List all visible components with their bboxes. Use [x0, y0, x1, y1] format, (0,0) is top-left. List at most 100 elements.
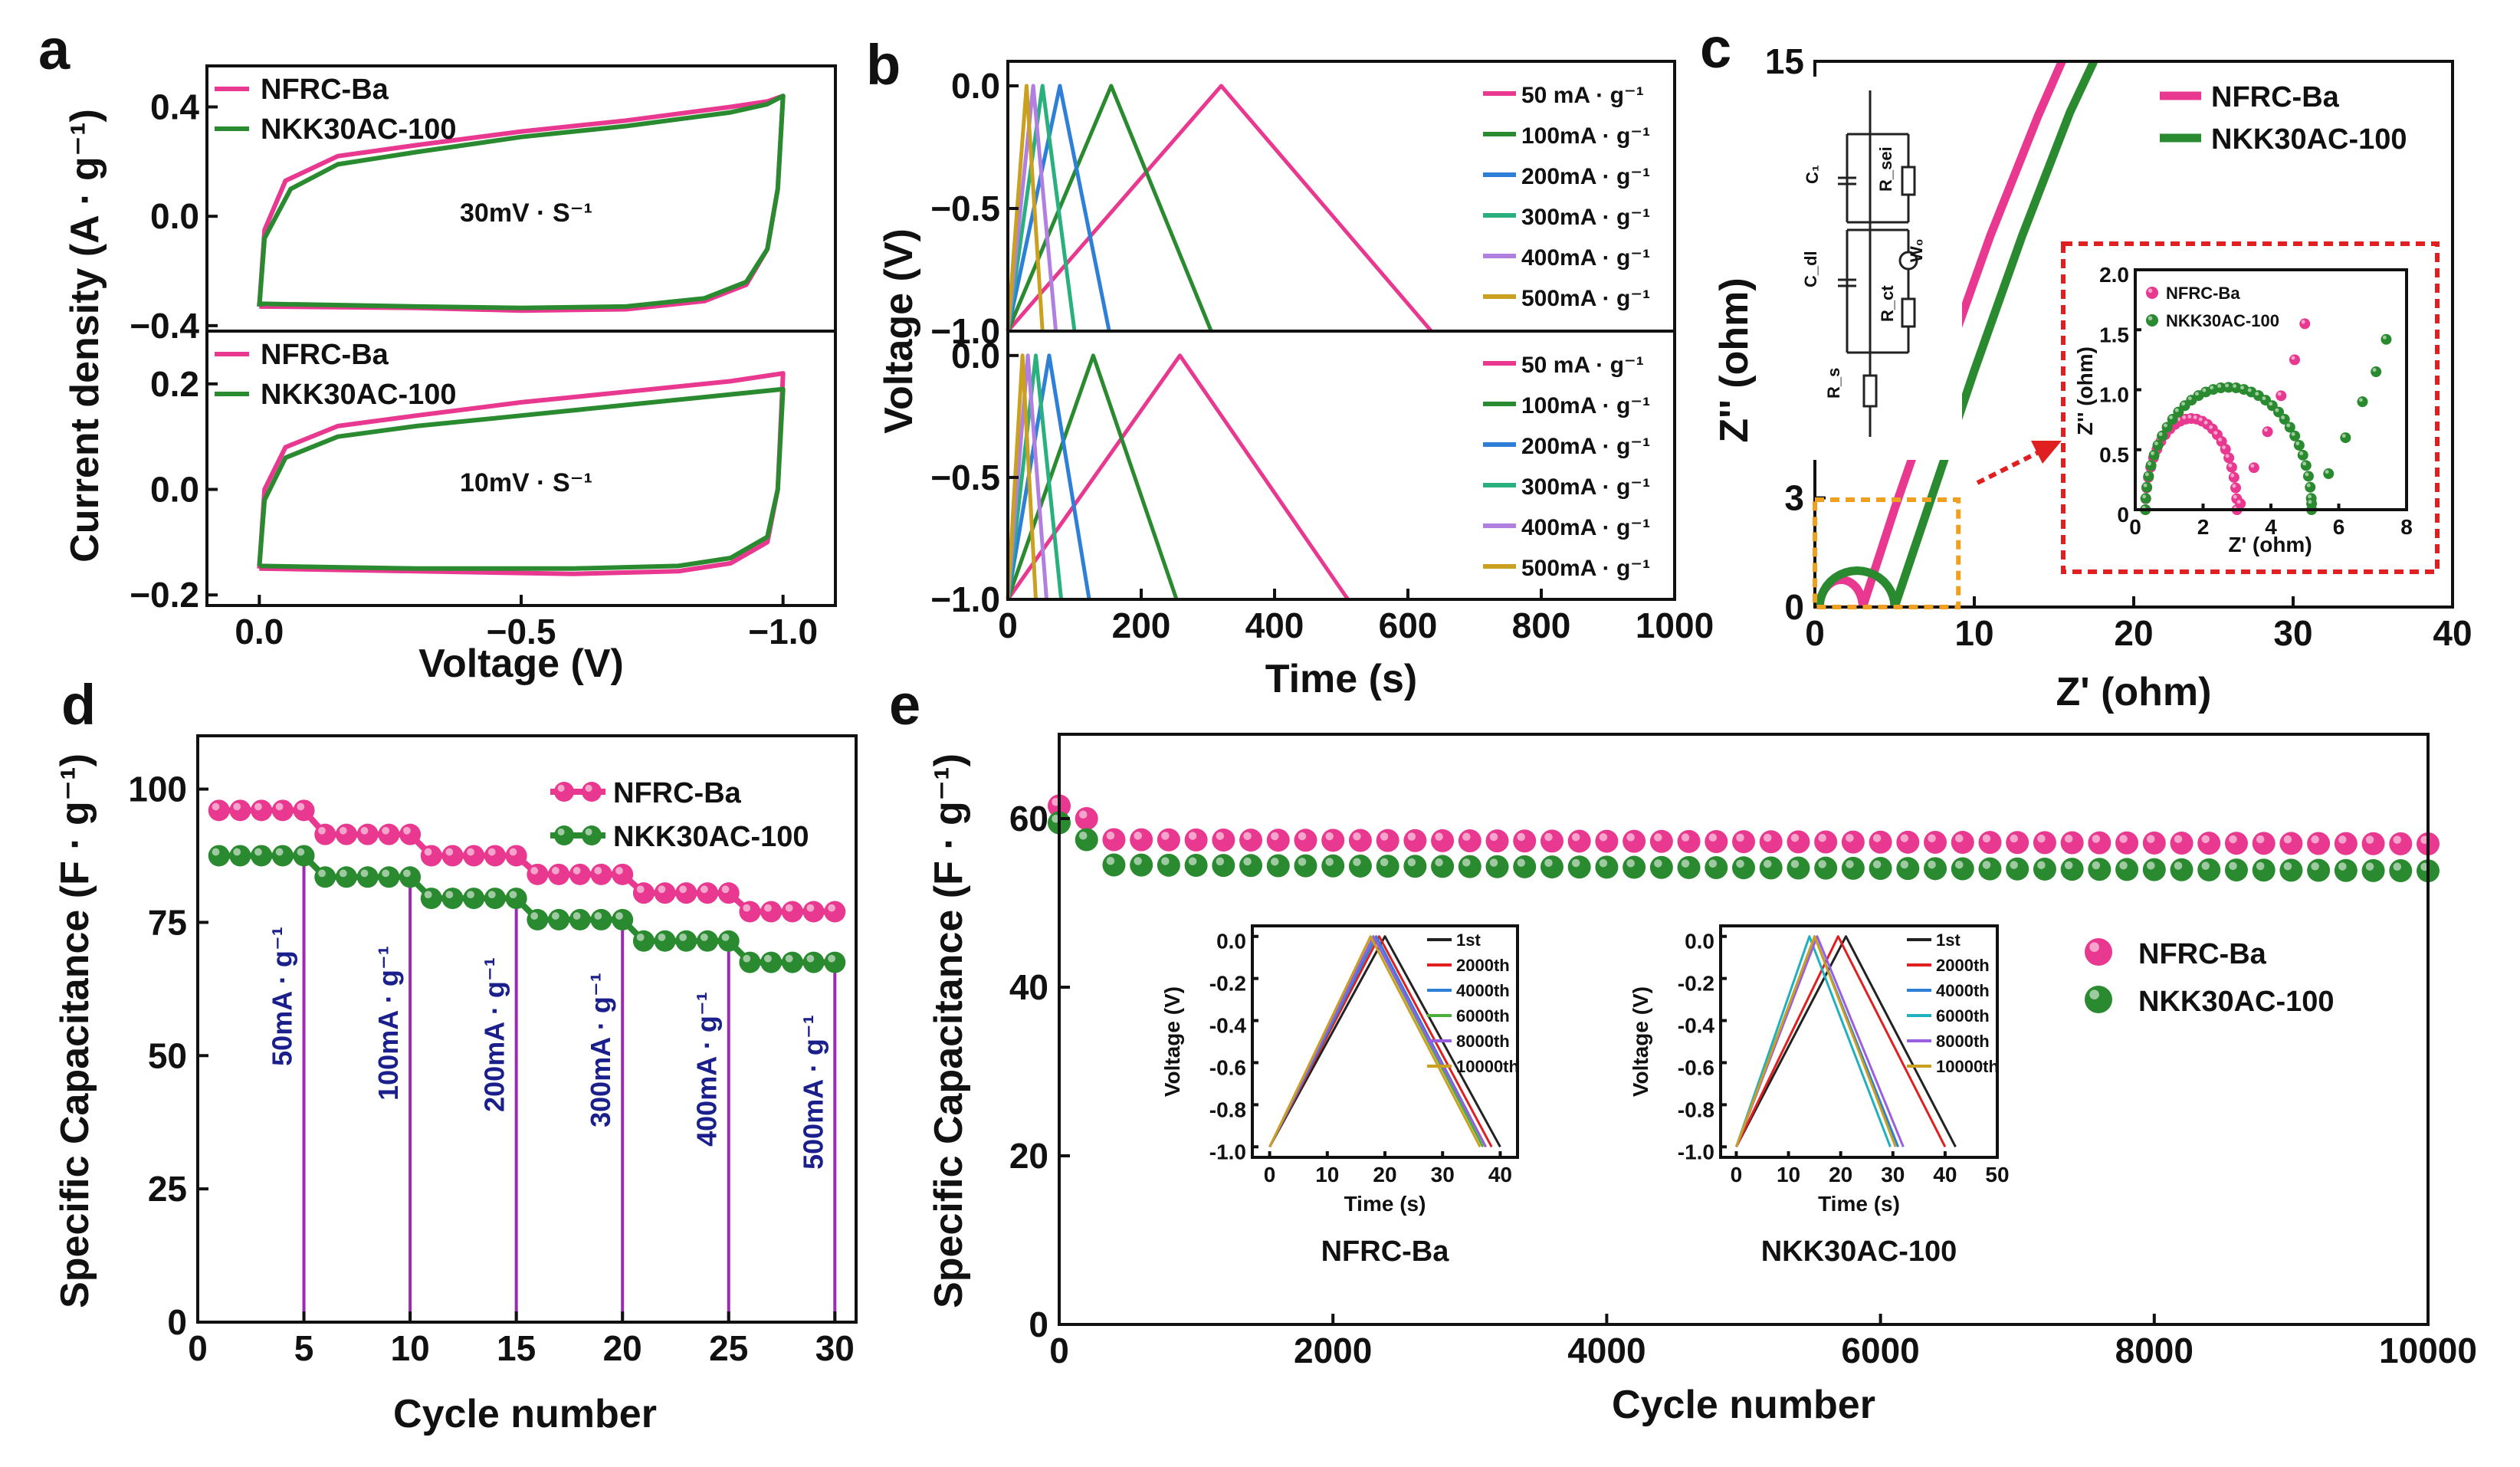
cycling-marker: [2060, 858, 2084, 881]
rate-marker-shine: [785, 904, 793, 912]
inset-marker-body: [2230, 482, 2242, 494]
legend-label: 400mA · g⁻¹: [1521, 245, 1650, 271]
cycling-marker-body: [1759, 830, 1783, 854]
cycling-marker-shine: [1571, 832, 1580, 842]
cycling-marker: [1321, 854, 1345, 878]
rate-marker-body: [399, 823, 422, 845]
cycling-marker-body: [1212, 828, 1235, 852]
legend-label: 500mA · g⁻¹: [1521, 286, 1650, 311]
inset-marker-body: [2300, 460, 2312, 471]
inset-marker-shine: [2143, 483, 2148, 487]
rate-marker-body: [420, 888, 442, 910]
cycling-marker: [2197, 832, 2221, 855]
inset-x-tick-label: 20: [1829, 1163, 1852, 1186]
cycling-marker: [1403, 829, 1427, 852]
inset-legend-label: 4000th: [1936, 981, 1990, 1000]
rate-marker: [293, 845, 315, 867]
rate-marker-body: [569, 908, 591, 930]
cycling-marker-body: [1075, 828, 1098, 852]
cycling-marker-shine: [2037, 861, 2046, 869]
legend-marker-shine: [585, 784, 592, 792]
rate-marker: [378, 866, 400, 888]
cycling-marker: [2142, 831, 2166, 855]
legend-label: NKK30AC-100: [613, 821, 809, 853]
rate-marker-body: [314, 823, 336, 845]
rate-marker: [356, 823, 379, 845]
inset-legend-label: 8000th: [1456, 1032, 1510, 1051]
cycling-marker: [1431, 855, 1455, 878]
legend-label: 200mA · g⁻¹: [1521, 434, 1650, 459]
cv-loop-nkk30ac-100: [257, 386, 786, 571]
inset-marker-shine: [2277, 392, 2282, 396]
cycling-marker: [1787, 856, 1810, 880]
cycling-marker-body: [1212, 854, 1235, 878]
inset-marker-shine: [2169, 415, 2174, 420]
legend-label: 200mA · g⁻¹: [1521, 164, 1650, 189]
cycling-marker-body: [2361, 858, 2385, 882]
rate-marker-body: [654, 930, 676, 952]
rate-marker-shine: [679, 933, 687, 941]
rate-y-tick-label: 0: [167, 1302, 187, 1342]
cycling-marker-body: [1239, 829, 1263, 852]
cycling-marker: [1212, 854, 1235, 878]
rate-marker-body: [505, 888, 527, 910]
rate-marker: [505, 845, 527, 867]
cycling-marker-shine: [2338, 862, 2347, 871]
inset-x-tick-label: 40: [1933, 1163, 1957, 1186]
legend-marker-body: [2085, 938, 2112, 966]
nyq-y-tick-label: 3: [1784, 478, 1804, 518]
rate-marker-shine: [615, 912, 623, 920]
cycling-marker: [2389, 832, 2413, 855]
cycling-marker-shine: [1380, 832, 1389, 841]
cycling-marker: [1184, 853, 1208, 877]
cycling-marker: [2361, 832, 2385, 855]
inset-y-tick-label: -0.4: [1209, 1014, 1247, 1038]
cycling-marker-body: [1814, 856, 1838, 880]
cyc-y-tick-label: 60: [1009, 799, 1048, 839]
cycling-marker-shine: [1161, 832, 1170, 840]
inset-y-label: Z'' (ohm): [2073, 346, 2097, 435]
inset-marker-shine: [2301, 320, 2305, 324]
rate-marker: [229, 845, 251, 867]
x-axis-label: Cycle number: [1612, 1383, 1875, 1427]
inset-title: NKK30AC-100: [1761, 1236, 1957, 1268]
cv-plot-1: −0.2 0.0 0.2 10mV · S⁻¹ NFRC-Ba NKK30AC-100 0.…: [130, 339, 818, 651]
rate-marker-body: [632, 930, 655, 952]
inset-marker-body: [2235, 498, 2246, 510]
inset-marker-shine: [2187, 396, 2192, 401]
rate-marker-body: [760, 901, 783, 923]
cycling-marker: [1869, 830, 1892, 854]
rate-marker: [781, 951, 803, 973]
cycling-marker-shine: [1872, 860, 1882, 868]
cycling-marker-body: [1130, 828, 1153, 852]
inset-legend-label: 6000th: [1456, 1006, 1510, 1026]
zoom-arrowhead: [2031, 441, 2062, 464]
rate-marker: [802, 901, 825, 923]
cycling-marker-shine: [2010, 861, 2018, 869]
rate-marker: [548, 908, 570, 930]
cycling-marker-body: [2224, 858, 2248, 882]
cycling-marker-body: [1321, 854, 1345, 878]
gcd-curve: [1006, 353, 1350, 601]
cycling-marker: [2361, 858, 2385, 882]
rate-marker: [569, 863, 591, 885]
legend-marker-body: [582, 782, 602, 802]
rate-marker-shine: [339, 869, 347, 878]
rate-marker-shine: [594, 912, 602, 920]
inset-x-tick-label: 6: [2333, 515, 2345, 539]
inset-marker: [2302, 471, 2314, 482]
rate-marker-body: [378, 866, 400, 888]
rate-marker: [356, 866, 379, 888]
cycling-marker-shine: [1325, 832, 1334, 841]
legend-marker: [554, 825, 574, 845]
current-density-label: 500mA · g⁻¹: [797, 1015, 829, 1170]
cycling-marker-shine: [1243, 857, 1252, 866]
cycling-marker-shine: [2338, 835, 2347, 844]
cycling-marker: [2252, 832, 2276, 855]
rate-marker-shine: [445, 848, 454, 856]
rate-marker-body: [463, 845, 485, 867]
cycling-marker: [1732, 830, 1755, 854]
cycling-marker-body: [2060, 831, 2084, 855]
panel-a-frame: [205, 64, 837, 607]
rate-marker-body: [824, 901, 846, 923]
